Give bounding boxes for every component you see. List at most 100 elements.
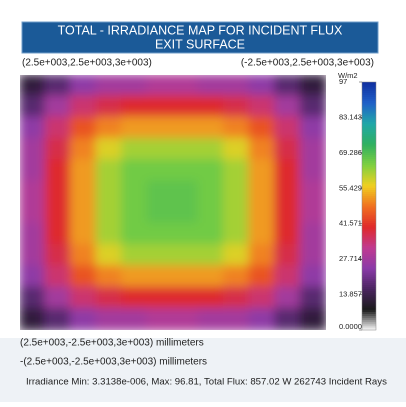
colorbar-swatch [362, 189, 376, 193]
colorbar-swatch [362, 113, 376, 116]
colorbar-swatch [362, 255, 376, 259]
colorbar-swatch [362, 141, 376, 145]
colorbar-swatch [362, 160, 376, 164]
colorbar-tick-label: 55.429 [339, 183, 362, 192]
heat-cell [274, 286, 302, 310]
heat-cell [146, 137, 174, 161]
heatmap-cells [20, 75, 326, 330]
colorbar-swatch [362, 208, 376, 211]
heat-cell [223, 201, 251, 225]
heat-cell [274, 159, 302, 183]
colorbar-swatch [362, 88, 376, 91]
colorbar-swatch [362, 172, 376, 176]
colorbar-swatch [362, 193, 376, 197]
colorbar-swatch [362, 299, 376, 302]
heat-cell [197, 201, 225, 225]
colorbar-swatch [362, 197, 376, 201]
colorbar-swatch [362, 164, 376, 168]
heat-cell [44, 222, 72, 246]
heat-cell [274, 180, 302, 204]
heat-cell [121, 116, 149, 140]
heat-cell [274, 201, 302, 225]
heat-cell [146, 75, 174, 98]
heat-cell [197, 222, 225, 246]
colorbar-swatch [362, 237, 376, 240]
colorbar-swatch [362, 319, 376, 323]
colorbar-swatch [362, 224, 376, 228]
heat-cell [248, 75, 276, 98]
colorbar-tick-label: 41.571 [339, 219, 362, 228]
heat-cell [121, 244, 149, 268]
heat-cell [70, 95, 98, 119]
colorbar-swatch [362, 119, 376, 122]
subtitle: EXIT SURFACE [155, 37, 245, 51]
heat-cell [299, 159, 326, 183]
colorbar-swatch [362, 212, 376, 215]
footer-stats: Irradiance Min: 3.3138e-006, Max: 96.81,… [26, 377, 387, 388]
heat-cell [172, 159, 200, 183]
colorbar-swatch [362, 183, 376, 186]
colorbar-swatch [362, 268, 376, 271]
heat-cell [223, 75, 251, 98]
colorbar-swatch [362, 187, 376, 190]
heat-cell [274, 95, 302, 119]
heat-cell [299, 180, 326, 204]
colorbar-swatch [362, 129, 376, 133]
colorbar-swatch [362, 170, 376, 174]
heat-cell [121, 307, 149, 330]
heat-cell [121, 159, 149, 183]
colorbar-swatch [362, 309, 376, 312]
heat-cell [146, 222, 174, 246]
colorbar-swatch [362, 139, 376, 143]
heat-cell [274, 307, 302, 330]
heat-cell [146, 95, 174, 119]
heat-cell [121, 265, 149, 289]
colorbar-swatch [362, 232, 376, 236]
heat-cell [223, 307, 251, 330]
colorbar-swatch [362, 150, 376, 153]
heat-cell [20, 286, 47, 310]
heat-cell [95, 95, 123, 119]
colorbar-swatch [362, 313, 376, 317]
colorbar-swatch [362, 125, 376, 128]
heat-cell [70, 137, 98, 161]
heat-cell [95, 75, 123, 98]
colorbar-swatch [362, 272, 376, 275]
heat-cell [248, 286, 276, 310]
heat-cell [223, 244, 251, 268]
colorbar-swatch [362, 307, 376, 310]
colorbar-swatch [362, 234, 376, 238]
heat-cell [121, 180, 149, 204]
colorbar-swatch [362, 247, 376, 250]
colorbar-tick-label: 0.0000 [339, 322, 362, 331]
colorbar-swatch [362, 158, 376, 162]
colorbar-swatch [362, 137, 376, 141]
heat-cell [146, 244, 174, 268]
heat-cell [248, 222, 276, 246]
heat-cell [197, 159, 225, 183]
heat-cell [70, 116, 98, 140]
colorbar-swatch [362, 263, 376, 267]
heat-cell [121, 222, 149, 246]
heat-cell [223, 222, 251, 246]
colorbar-swatch [362, 135, 376, 139]
heat-cell [70, 307, 98, 330]
colorbar-unit: W/m2 [338, 71, 358, 80]
heat-cell [20, 137, 47, 161]
colorbar-swatch [362, 162, 376, 166]
heat-cell [70, 201, 98, 225]
heat-cell [223, 265, 251, 289]
heat-cell [274, 265, 302, 289]
colorbar-swatch [362, 261, 376, 265]
heat-cell [20, 244, 47, 268]
heat-cell [274, 75, 302, 98]
colorbar-swatch [362, 228, 376, 232]
heat-cell [121, 137, 149, 161]
colorbar-swatch [362, 280, 376, 283]
heat-cell [44, 159, 72, 183]
colorbar-swatch [362, 286, 376, 290]
colorbar-swatch [362, 245, 376, 248]
colorbar-swatch [362, 251, 376, 255]
colorbar-tick-label: 69.286 [339, 148, 362, 157]
